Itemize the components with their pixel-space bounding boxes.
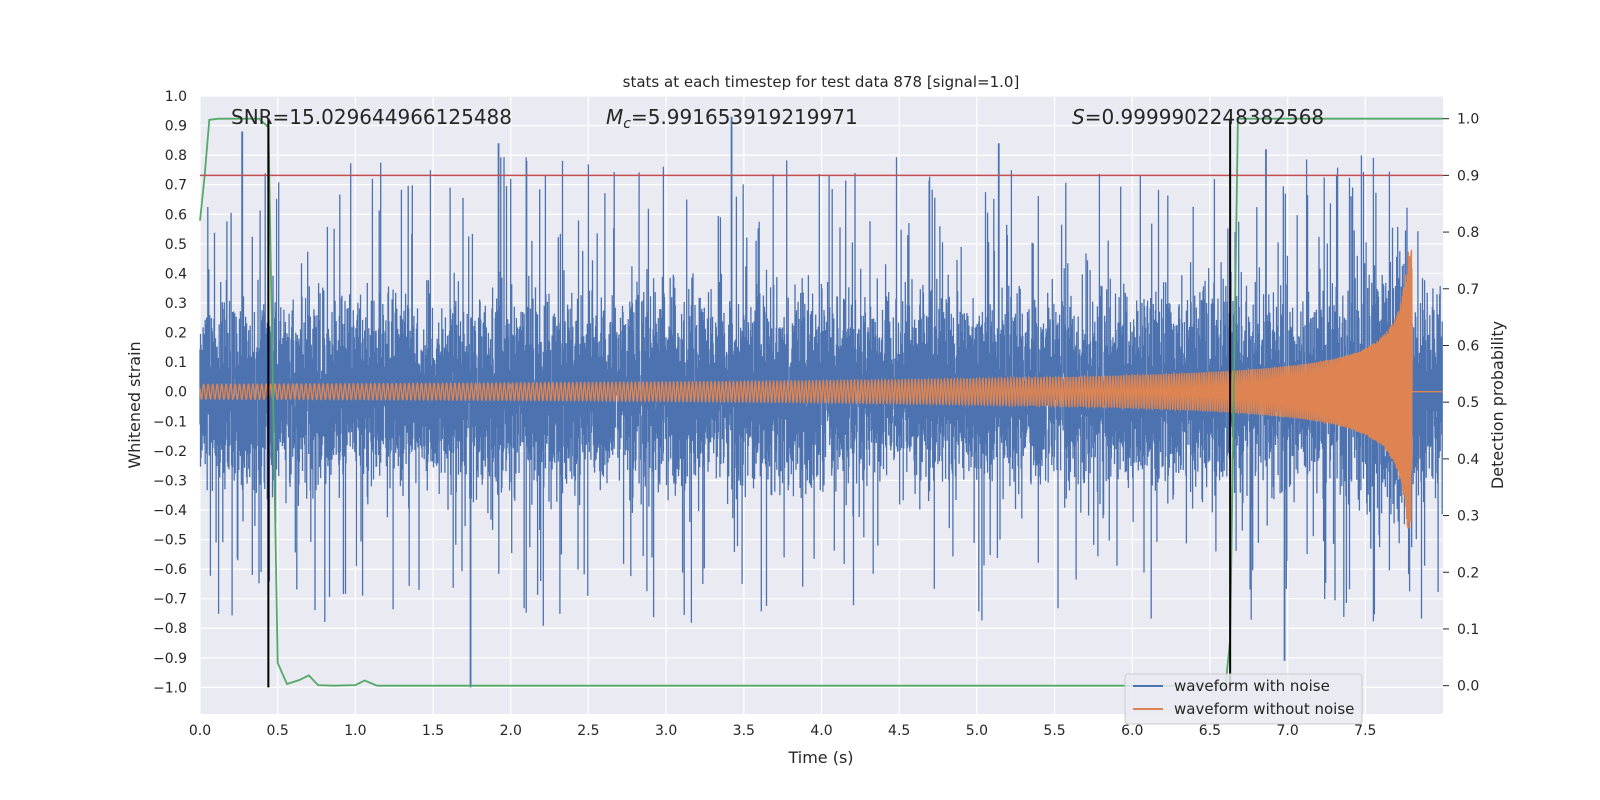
- mc-annotation: Mc=5.991653919219971: [606, 105, 858, 132]
- x-tick-label: 0.0: [189, 723, 211, 739]
- y2-tick-label: 0.8: [1457, 225, 1479, 241]
- x-tick-label: 4.0: [810, 723, 832, 739]
- legend-noise-label: waveform with noise: [1174, 677, 1330, 695]
- s-annotation: S=0.9999902248382568: [1072, 105, 1324, 129]
- y2-axis-label: Detection probability: [1488, 321, 1507, 489]
- y-tick-label: 0.6: [165, 207, 187, 223]
- y2-tick-label: 0.1: [1457, 622, 1479, 638]
- legend: waveform with noise waveform without noi…: [1124, 673, 1363, 725]
- y2-tick-label: 0.4: [1457, 452, 1479, 468]
- mc-value: =5.991653919219971: [631, 105, 858, 129]
- detection-probability-line: [199, 117, 1443, 687]
- x-tick-label: 2.0: [500, 723, 522, 739]
- s-value: =0.9999902248382568: [1085, 105, 1324, 129]
- y-tick-label: −0.9: [153, 651, 187, 667]
- y2-tick-label: 0.0: [1457, 679, 1479, 695]
- y-tick-label: 0.7: [165, 178, 187, 194]
- clean-series: [199, 249, 1443, 529]
- y2-tick-label: 0.9: [1457, 168, 1479, 184]
- x-tick-label: 6.0: [1121, 723, 1143, 739]
- x-tick-label: 6.5: [1199, 723, 1221, 739]
- x-tick-label: 3.0: [655, 723, 677, 739]
- y-tick-label: 0.8: [165, 148, 187, 164]
- y-tick-label: 0.9: [165, 119, 187, 135]
- y-tick-label: 0.2: [165, 326, 187, 342]
- y-tick-label: −0.5: [153, 533, 187, 549]
- y-tick-label: −1.0: [153, 680, 187, 696]
- y2-tick-label: 1.0: [1457, 112, 1479, 128]
- clean-waveform-line: [199, 249, 1443, 529]
- y-tick-label: −0.4: [153, 503, 187, 519]
- y-tick-label: 0.0: [165, 385, 187, 401]
- x-tick-label: 7.0: [1276, 723, 1298, 739]
- x-tick-label: 2.5: [577, 723, 599, 739]
- x-tick-label: 1.5: [422, 723, 444, 739]
- y2-tick-label: 0.3: [1457, 509, 1479, 525]
- x-tick-label: 5.5: [1043, 723, 1065, 739]
- x-tick-labels: 0.0 0.5 1.0 1.5 2.0 2.5 3.0 3.5 4.0 4.5 5.0 5.5 6.0 6…: [189, 723, 1377, 739]
- legend-box: [1124, 673, 1363, 725]
- y-tick-label: −0.6: [153, 562, 187, 578]
- x-tick-label: 4.5: [888, 723, 910, 739]
- y2-tick-label: 0.5: [1457, 395, 1479, 411]
- y2-tick-label: 0.2: [1457, 565, 1479, 581]
- y2-tick-labels: 1.0 0.9 0.8 0.7 0.6 0.5 0.4 0.3 0.2 0.1 0.0: [1443, 112, 1479, 695]
- snr-annotation: SNR=15.029644966125488: [231, 105, 512, 129]
- x-tick-label: 1.0: [344, 723, 366, 739]
- y2-tick-label: 0.7: [1457, 282, 1479, 298]
- y-axis-label: Whitened strain: [125, 341, 144, 468]
- y-tick-label: −0.3: [153, 473, 187, 489]
- y-tick-label: 1.0: [165, 89, 187, 105]
- y-tick-labels: 1.0 0.9 0.8 0.7 0.6 0.5 0.4 0.3 0.2 0.1 0.0 −0.1 −0.…: [153, 89, 187, 696]
- y-tick-label: −0.2: [153, 444, 187, 460]
- x-tick-label: 3.5: [733, 723, 755, 739]
- y-tick-label: −0.8: [153, 621, 187, 637]
- y-tick-label: −0.7: [153, 592, 187, 608]
- x-tick-label: 5.0: [966, 723, 988, 739]
- y-tick-label: 0.3: [165, 296, 187, 312]
- chart-title: stats at each timestep for test data 878…: [623, 73, 1020, 91]
- y-tick-label: 0.4: [165, 266, 187, 282]
- legend-clean-label: waveform without noise: [1174, 700, 1354, 718]
- y-tick-label: 0.5: [165, 237, 187, 253]
- probability-series: [199, 117, 1443, 687]
- x-tick-label: 7.5: [1354, 723, 1376, 739]
- overlay-lines: [200, 118, 1443, 688]
- x-tick-label: 0.5: [267, 723, 289, 739]
- x-axis-label: Time (s): [787, 748, 853, 767]
- y2-tick-label: 0.6: [1457, 338, 1479, 354]
- y-tick-label: 0.1: [165, 355, 187, 371]
- y-tick-label: −0.1: [153, 414, 187, 430]
